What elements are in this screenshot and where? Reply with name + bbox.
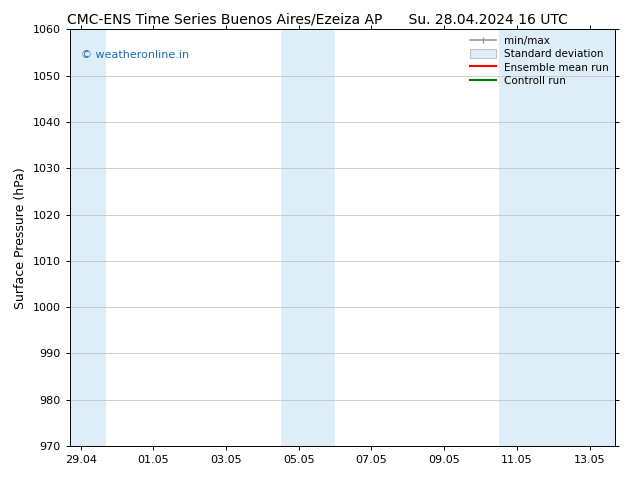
Bar xyxy=(281,29,335,446)
Y-axis label: Surface Pressure (hPa): Surface Pressure (hPa) xyxy=(14,167,27,309)
Text: © weatheronline.in: © weatheronline.in xyxy=(81,50,189,60)
Bar xyxy=(499,29,615,446)
Bar xyxy=(70,29,106,446)
Legend: min/max, Standard deviation, Ensemble mean run, Controll run: min/max, Standard deviation, Ensemble me… xyxy=(465,31,613,90)
Text: CMC-ENS Time Series Buenos Aires/Ezeiza AP      Su. 28.04.2024 16 UTC: CMC-ENS Time Series Buenos Aires/Ezeiza … xyxy=(67,12,567,26)
